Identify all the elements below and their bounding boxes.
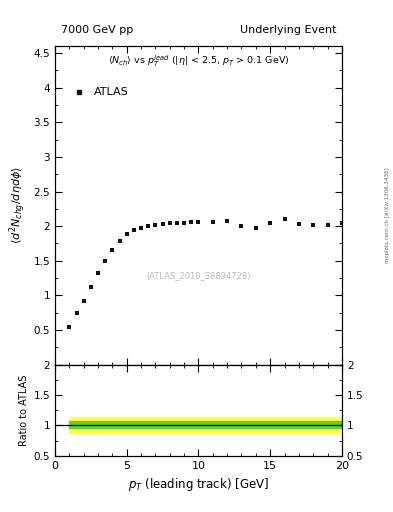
Y-axis label: $\langle d^2 N_{chg}/d\eta d\phi \rangle$: $\langle d^2 N_{chg}/d\eta d\phi \rangle… xyxy=(7,166,28,244)
Y-axis label: Ratio to ATLAS: Ratio to ATLAS xyxy=(19,374,29,446)
Text: mcplots.cern.ch [arXiv:1306.3436]: mcplots.cern.ch [arXiv:1306.3436] xyxy=(385,167,390,263)
Text: ATLAS: ATLAS xyxy=(94,87,129,97)
Text: (ATLAS_2010_S8894728): (ATLAS_2010_S8894728) xyxy=(146,271,251,280)
Text: Underlying Event: Underlying Event xyxy=(240,25,336,35)
Text: 7000 GeV pp: 7000 GeV pp xyxy=(61,25,133,35)
X-axis label: $p_T$ (leading track) [GeV]: $p_T$ (leading track) [GeV] xyxy=(128,476,269,493)
Text: $\langle N_{ch}\rangle$ vs $p_T^{lead}$ ($|\eta|$ < 2.5, $p_T$ > 0.1 GeV): $\langle N_{ch}\rangle$ vs $p_T^{lead}$ … xyxy=(108,54,289,69)
